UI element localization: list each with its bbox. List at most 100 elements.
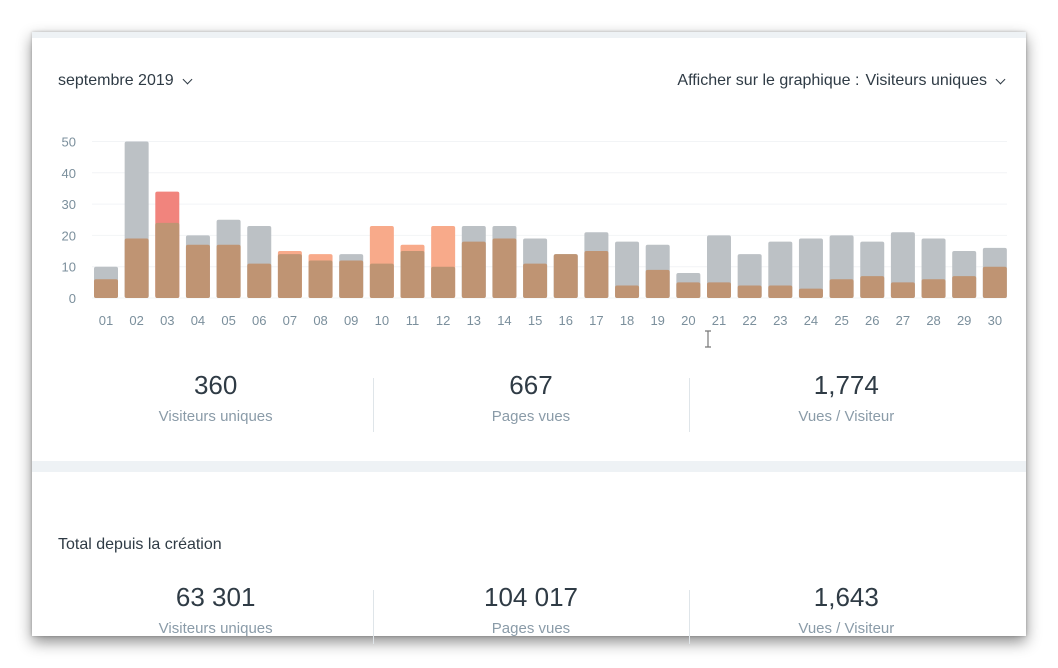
- x-tick-label: 28: [926, 313, 940, 328]
- x-tick-label: 23: [773, 313, 787, 328]
- bar-unique[interactable]: [645, 269, 670, 298]
- month-label: septembre 2019: [58, 72, 174, 89]
- total-title: Total depuis la création: [58, 536, 222, 553]
- x-tick-label: 06: [252, 313, 266, 328]
- stat-label: Vues / Visiteur: [798, 620, 895, 637]
- month-selector[interactable]: septembre 2019: [58, 72, 193, 90]
- bar-unique[interactable]: [94, 279, 118, 298]
- stat-value: 667: [509, 370, 553, 400]
- bar-unique[interactable]: [982, 266, 1007, 298]
- total-card: Total depuis la création 63 301 Visiteur…: [32, 472, 1026, 644]
- total-stats: 63 301 Visiteurs uniques 104 017 Pages v…: [58, 582, 1004, 644]
- x-tick-label: 14: [497, 313, 511, 328]
- x-tick-label: 09: [344, 313, 358, 328]
- bar-unique[interactable]: [707, 282, 731, 298]
- stat-value: 1,774: [813, 370, 879, 400]
- bar-unique[interactable]: [921, 279, 946, 298]
- y-tick-label: 30: [62, 197, 76, 212]
- bar-total[interactable]: [615, 241, 640, 298]
- bar-unique[interactable]: [339, 260, 364, 298]
- bar-unique[interactable]: [584, 251, 609, 298]
- x-tick-label: 24: [804, 313, 818, 328]
- x-tick-label: 05: [221, 313, 235, 328]
- stat-value: 104 017: [484, 582, 578, 612]
- stat-label: Vues / Visiteur: [798, 408, 895, 425]
- stat-value: 1,643: [813, 582, 879, 612]
- x-tick-label: 21: [712, 313, 726, 328]
- display-metric-selector[interactable]: Visiteurs uniques: [865, 72, 1006, 90]
- bar-unique[interactable]: [216, 244, 241, 298]
- bar-total[interactable]: [798, 238, 823, 298]
- bar-unique[interactable]: [737, 285, 762, 298]
- y-tick-label: 20: [62, 228, 76, 243]
- bar-unique[interactable]: [247, 263, 272, 298]
- total-page-views: 104 017 Pages vues: [373, 582, 688, 644]
- bar-unique[interactable]: [492, 238, 517, 298]
- display-prefix: Afficher sur le graphique :: [677, 72, 860, 89]
- x-tick-label: 29: [957, 313, 971, 328]
- x-tick-label: 26: [865, 313, 879, 328]
- display-selector-group: Afficher sur le graphique : Visiteurs un…: [677, 72, 1006, 90]
- chart-toolbar: septembre 2019 Afficher sur le graphique…: [58, 70, 1006, 92]
- bar-unique[interactable]: [124, 238, 149, 298]
- x-tick-label: 16: [559, 313, 573, 328]
- x-tick-label: 27: [896, 313, 910, 328]
- bar-unique[interactable]: [768, 285, 793, 298]
- x-tick-label: 15: [528, 313, 542, 328]
- bar-unique[interactable]: [308, 260, 333, 298]
- stat-label: Visiteurs uniques: [158, 620, 273, 637]
- x-tick-label: 02: [129, 313, 143, 328]
- bar-unique[interactable]: [553, 254, 578, 298]
- stat-label: Pages vues: [491, 408, 571, 425]
- stat-unique-visitors: 360 Visiteurs uniques: [58, 370, 373, 440]
- stat-value: 63 301: [175, 582, 256, 612]
- x-tick-label: 18: [620, 313, 634, 328]
- x-tick-label: 30: [988, 313, 1002, 328]
- stat-views-per-visitor: 1,774 Vues / Visiteur: [688, 370, 1004, 440]
- x-tick-label: 19: [650, 313, 664, 328]
- bar-chart: 0 10 20 30 40 50 01 02 03 04 05 06 07 08 09 10 11 12 13 14 1…: [62, 135, 1007, 328]
- bar-unique[interactable]: [798, 288, 823, 298]
- bar-unique[interactable]: [155, 222, 180, 298]
- month-stats: 360 Visiteurs uniques 667 Pages vues 1,7…: [58, 370, 1004, 440]
- x-tick-label: 13: [467, 313, 481, 328]
- bar-unique[interactable]: [185, 244, 210, 298]
- bar-unique[interactable]: [400, 251, 425, 298]
- total-unique-visitors: 63 301 Visiteurs uniques: [58, 582, 373, 642]
- x-tick-label: 01: [99, 313, 113, 328]
- bar-unique[interactable]: [860, 276, 885, 298]
- bar-unique[interactable]: [369, 263, 394, 298]
- x-tick-label: 08: [313, 313, 327, 328]
- x-tick-label: 20: [681, 313, 695, 328]
- bar-unique[interactable]: [676, 282, 701, 298]
- bar-total[interactable]: [768, 241, 793, 298]
- display-metric-value: Visiteurs uniques: [865, 72, 987, 89]
- monthly-card: septembre 2019 Afficher sur le graphique…: [32, 38, 1026, 461]
- bar-unique[interactable]: [829, 279, 854, 298]
- bar-total[interactable]: [890, 232, 915, 298]
- bar-unique[interactable]: [523, 263, 548, 298]
- total-views-per-visitor: 1,643 Vues / Visiteur: [688, 582, 1004, 644]
- y-tick-label: 40: [62, 166, 76, 181]
- y-tick-label: 10: [62, 260, 76, 275]
- text-cursor-icon: [705, 330, 711, 348]
- bar-unique[interactable]: [615, 285, 640, 298]
- stat-page-views: 667 Pages vues: [373, 370, 688, 440]
- bar-unique[interactable]: [461, 241, 486, 298]
- x-tick-label: 22: [742, 313, 756, 328]
- x-tick-label: 07: [283, 313, 297, 328]
- bar-unique[interactable]: [277, 254, 302, 298]
- bar-unique[interactable]: [890, 282, 915, 298]
- stat-label: Pages vues: [491, 620, 571, 637]
- bar-unique[interactable]: [431, 266, 456, 298]
- x-tick-label: 25: [834, 313, 848, 328]
- x-tick-label: 03: [160, 313, 174, 328]
- stat-value: 360: [193, 370, 238, 400]
- stat-label: Visiteurs uniques: [158, 408, 273, 425]
- x-tick-label: 10: [375, 313, 389, 328]
- x-tick-label: 04: [191, 313, 205, 328]
- x-tick-label: 12: [436, 313, 450, 328]
- bar-unique[interactable]: [952, 276, 977, 298]
- x-tick-label: 17: [589, 313, 603, 328]
- x-tick-label: 11: [406, 313, 420, 328]
